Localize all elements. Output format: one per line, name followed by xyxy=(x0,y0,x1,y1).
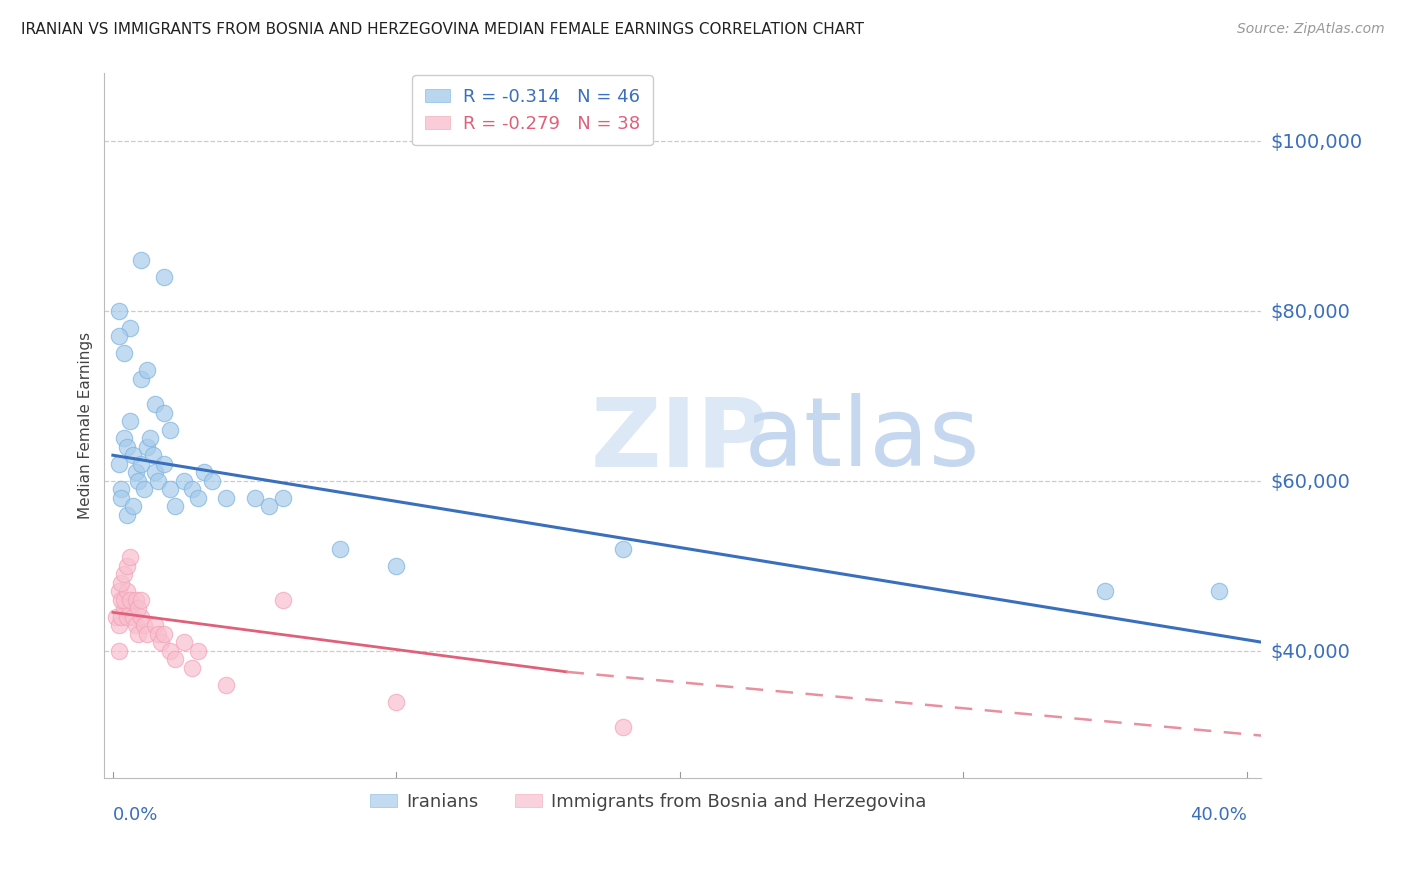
Point xyxy=(385,694,408,708)
Point xyxy=(110,482,132,496)
Point xyxy=(107,303,129,318)
Point xyxy=(215,491,238,505)
Point xyxy=(112,592,135,607)
Point xyxy=(112,346,135,360)
Point xyxy=(115,440,138,454)
Point xyxy=(181,660,204,674)
Point xyxy=(165,499,187,513)
Point xyxy=(110,491,132,505)
Point xyxy=(153,626,176,640)
Point xyxy=(129,372,152,386)
Point xyxy=(142,448,165,462)
Point xyxy=(135,626,157,640)
Point xyxy=(193,465,215,479)
Point xyxy=(215,677,238,691)
Point xyxy=(145,397,167,411)
Point xyxy=(187,643,209,657)
Point xyxy=(110,575,132,590)
Point xyxy=(118,601,141,615)
Point xyxy=(145,465,167,479)
Point xyxy=(121,609,143,624)
Point xyxy=(121,499,143,513)
Point xyxy=(110,609,132,624)
Point xyxy=(129,252,152,267)
Point xyxy=(173,474,195,488)
Point xyxy=(115,508,138,522)
Point xyxy=(139,431,162,445)
Point xyxy=(107,643,129,657)
Point xyxy=(129,457,152,471)
Point xyxy=(127,626,149,640)
Point xyxy=(104,609,127,624)
Point xyxy=(107,584,129,599)
Text: Source: ZipAtlas.com: Source: ZipAtlas.com xyxy=(1237,22,1385,37)
Point xyxy=(129,609,152,624)
Point xyxy=(124,465,146,479)
Point xyxy=(107,457,129,471)
Point xyxy=(135,363,157,377)
Text: 40.0%: 40.0% xyxy=(1189,806,1247,824)
Point xyxy=(153,269,176,284)
Point xyxy=(612,720,634,734)
Point xyxy=(124,618,146,632)
Point xyxy=(159,643,181,657)
Y-axis label: Median Female Earnings: Median Female Earnings xyxy=(79,332,93,519)
Point xyxy=(150,635,173,649)
Point xyxy=(124,592,146,607)
Point xyxy=(115,609,138,624)
Point xyxy=(115,558,138,573)
Point xyxy=(153,457,176,471)
Text: IRANIAN VS IMMIGRANTS FROM BOSNIA AND HERZEGOVINA MEDIAN FEMALE EARNINGS CORRELA: IRANIAN VS IMMIGRANTS FROM BOSNIA AND HE… xyxy=(21,22,865,37)
Point xyxy=(271,592,294,607)
Point xyxy=(121,448,143,462)
Point xyxy=(165,652,187,666)
Point xyxy=(385,558,408,573)
Point xyxy=(132,618,155,632)
Point xyxy=(1094,584,1116,599)
Point xyxy=(112,601,135,615)
Point xyxy=(153,406,176,420)
Point xyxy=(173,635,195,649)
Point xyxy=(112,431,135,445)
Point xyxy=(159,423,181,437)
Point xyxy=(132,482,155,496)
Point xyxy=(271,491,294,505)
Point xyxy=(118,414,141,428)
Legend: Iranians, Immigrants from Bosnia and Herzegovina: Iranians, Immigrants from Bosnia and Her… xyxy=(363,786,934,818)
Point xyxy=(118,320,141,334)
Point xyxy=(329,541,352,556)
Point xyxy=(110,592,132,607)
Point xyxy=(107,329,129,343)
Point xyxy=(181,482,204,496)
Point xyxy=(243,491,266,505)
Point xyxy=(112,567,135,582)
Point xyxy=(135,440,157,454)
Point xyxy=(107,618,129,632)
Point xyxy=(127,601,149,615)
Point xyxy=(257,499,280,513)
Point xyxy=(115,584,138,599)
Point xyxy=(1208,584,1230,599)
Point xyxy=(201,474,224,488)
Point xyxy=(145,618,167,632)
Point xyxy=(148,626,170,640)
Point xyxy=(118,550,141,565)
Point xyxy=(129,592,152,607)
Text: atlas: atlas xyxy=(591,393,980,486)
Point xyxy=(127,474,149,488)
Point xyxy=(148,474,170,488)
Text: ZIP: ZIP xyxy=(591,393,768,486)
Point xyxy=(612,541,634,556)
Point xyxy=(118,592,141,607)
Point xyxy=(159,482,181,496)
Point xyxy=(187,491,209,505)
Text: 0.0%: 0.0% xyxy=(112,806,159,824)
